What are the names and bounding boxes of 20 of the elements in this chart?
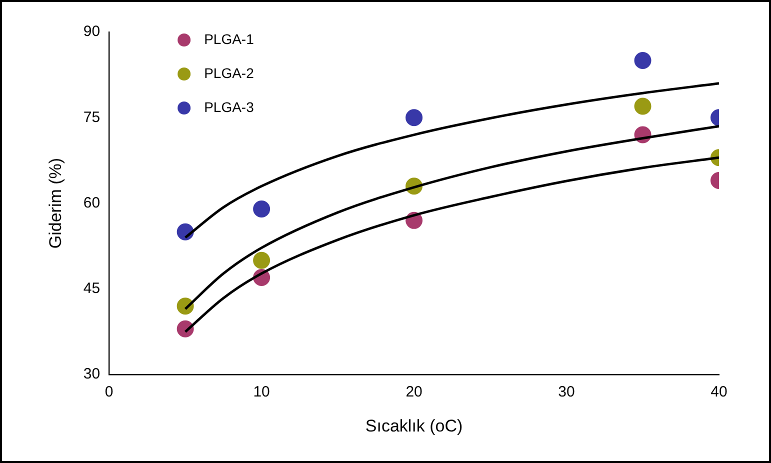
y-tick-label: 30 [83, 366, 100, 383]
x-tick-label: 40 [710, 384, 728, 401]
legend-label: PLGA-1 [204, 30, 254, 47]
x-tick-label: 0 [104, 384, 114, 401]
x-tick-label: 10 [253, 384, 270, 401]
point [406, 109, 423, 126]
point [253, 200, 270, 218]
x-axis-title: Sıcaklık (oC) [365, 416, 463, 436]
y-tick-label: 60 [83, 194, 100, 212]
y-tick-label: 90 [83, 23, 100, 40]
point [634, 52, 652, 70]
legend-label: PLGA-3 [204, 98, 254, 115]
x-tick-label: 30 [558, 384, 575, 401]
x-tick-label: 20 [406, 384, 422, 401]
y-tick-label: 75 [83, 108, 100, 126]
point [253, 252, 270, 269]
y-tick-label: 45 [83, 280, 100, 298]
y-axis-title: Giderim (%) [46, 158, 65, 249]
legend-label: PLGA-2 [204, 64, 254, 81]
point [634, 98, 652, 115]
